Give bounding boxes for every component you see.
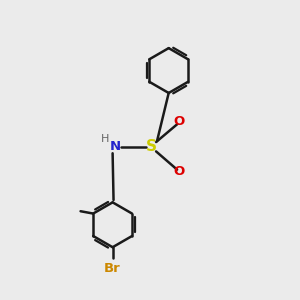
Text: O: O — [174, 116, 185, 128]
Text: Br: Br — [104, 262, 121, 275]
Text: S: S — [146, 139, 157, 154]
Text: O: O — [174, 166, 185, 178]
Text: H: H — [100, 134, 109, 144]
Text: N: N — [110, 140, 121, 153]
